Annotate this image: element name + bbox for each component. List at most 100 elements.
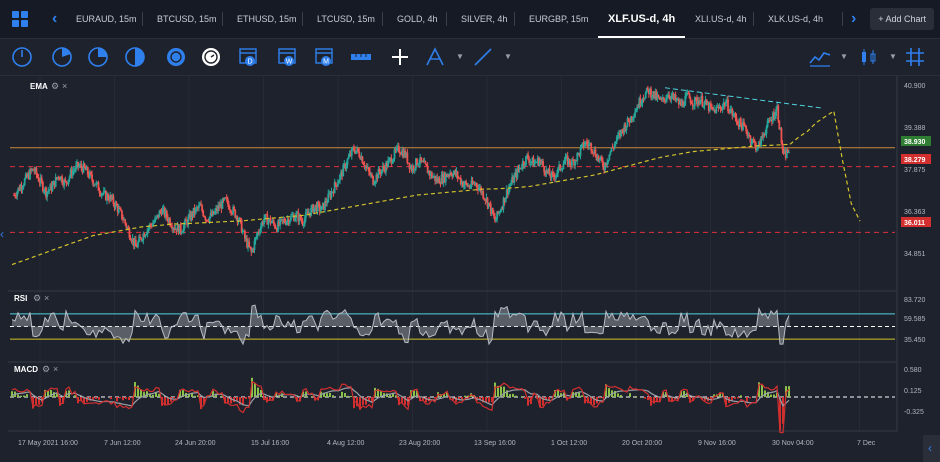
- candle-body: [543, 166, 546, 173]
- trend-line-dropdown-icon[interactable]: ▼: [504, 52, 512, 61]
- clock-daily-icon[interactable]: [200, 46, 222, 68]
- candle-body: [782, 149, 785, 154]
- add-chart-button[interactable]: + Add Chart: [870, 8, 934, 30]
- candle-body: [768, 120, 771, 122]
- candle-body: [644, 92, 647, 99]
- candle-body: [484, 199, 487, 201]
- candle-body: [370, 174, 372, 176]
- candle-body: [452, 173, 455, 177]
- pen-tool-icon[interactable]: [424, 46, 446, 68]
- candle-body: [425, 164, 428, 167]
- macd-tick: 0.125: [904, 388, 922, 395]
- tab-ethusd[interactable]: ETHUSD, 15m: [237, 14, 297, 24]
- chart-grid: [39, 76, 860, 431]
- tab-xlf-active[interactable]: XLF.US-d, 4h: [598, 0, 686, 38]
- clock-half-icon[interactable]: [87, 46, 109, 68]
- tabs-prev-arrow-icon[interactable]: ‹: [52, 10, 58, 27]
- candle-body: [520, 167, 523, 169]
- candle-body: [720, 108, 723, 110]
- calendar-week-icon[interactable]: W: [277, 46, 299, 68]
- candle-body: [750, 142, 753, 144]
- macd-histogram-bar: [263, 397, 265, 401]
- candle-body: [66, 182, 69, 184]
- candle-body: [606, 162, 609, 165]
- candle-body: [270, 222, 273, 224]
- candle-body: [394, 149, 397, 151]
- clock-full-icon[interactable]: [11, 46, 33, 68]
- candle-body: [578, 152, 581, 156]
- clock-hour-icon[interactable]: [165, 46, 187, 68]
- calendar-day-icon[interactable]: D: [238, 46, 260, 68]
- left-panel-expand-icon[interactable]: ‹: [0, 227, 4, 241]
- candle-body: [125, 223, 128, 228]
- candle-body: [762, 134, 765, 138]
- candle-body: [629, 116, 632, 123]
- macd-histogram-bar: [236, 397, 238, 401]
- macd-histogram-bar: [482, 397, 484, 403]
- macd-histogram-bar: [719, 392, 721, 397]
- expand-panel-button[interactable]: [923, 435, 940, 462]
- rsi-tick: 35.450: [904, 337, 926, 344]
- indicators-icon[interactable]: [858, 46, 880, 68]
- tab-xli[interactable]: XLI.US-d, 4h: [695, 14, 747, 24]
- tab-ltcusd[interactable]: LTCUSD, 15m: [317, 14, 375, 24]
- rsi-settings-icon[interactable]: ⚙: [33, 293, 41, 303]
- pen-tool-dropdown-icon[interactable]: ▼: [456, 52, 464, 61]
- candle-body: [659, 98, 662, 100]
- tabs-next-arrow-icon[interactable]: ›: [851, 10, 857, 27]
- grid-settings-icon[interactable]: [904, 46, 926, 68]
- candle-body: [356, 148, 359, 151]
- candle-body: [296, 212, 299, 214]
- candle-body: [598, 158, 601, 161]
- macd-histogram-bar: [614, 390, 616, 397]
- candle-body: [140, 237, 143, 241]
- candle-body: [48, 189, 51, 191]
- candle-body: [619, 133, 621, 136]
- tab-eurgbp[interactable]: EURGBP, 15m: [529, 14, 589, 24]
- macd-settings-icon[interactable]: ⚙: [42, 364, 50, 374]
- tab-silver[interactable]: SILVER, 4h: [461, 14, 508, 24]
- indicators-dropdown-icon[interactable]: ▼: [889, 52, 897, 61]
- candle-body: [387, 160, 390, 168]
- macd-histogram-bar: [377, 388, 379, 397]
- tab-btcusd[interactable]: BTCUSD, 15m: [157, 14, 217, 24]
- macd-histogram-bar: [590, 397, 592, 405]
- price-chart[interactable]: ‹ EMA ⚙ × RSI ⚙ × MACD ⚙ × 40.900 39.388…: [0, 76, 940, 462]
- candle-body: [389, 157, 392, 159]
- candle-body: [680, 101, 682, 106]
- time-tick: 24 Jun 20:00: [175, 440, 216, 447]
- candle-body: [618, 133, 620, 136]
- chart-type-dropdown-icon[interactable]: ▼: [840, 52, 848, 61]
- ema-close-icon[interactable]: ×: [62, 81, 67, 91]
- candle-body: [473, 183, 476, 185]
- expand-panel-arrow-icon[interactable]: ‹: [928, 441, 932, 455]
- tab-euraud[interactable]: EURAUD, 15m: [76, 14, 137, 24]
- candle-body: [28, 173, 30, 180]
- candle-body: [549, 175, 552, 179]
- tab-xlk[interactable]: XLK.US-d, 4h: [768, 14, 824, 24]
- clock-threequarter-icon[interactable]: [124, 46, 146, 68]
- layout-grid-icon[interactable]: [12, 11, 28, 27]
- candle-body: [75, 165, 77, 170]
- candle-body: [263, 218, 266, 224]
- crosshair-icon[interactable]: [389, 46, 411, 68]
- chart-type-icon[interactable]: [809, 46, 831, 68]
- candle-body: [493, 213, 495, 217]
- clock-quarter-icon[interactable]: [51, 46, 73, 68]
- tab-gold[interactable]: GOLD, 4h: [397, 14, 438, 24]
- candle-body: [686, 93, 689, 95]
- candle-body: [74, 169, 76, 171]
- macd-close-icon[interactable]: ×: [53, 364, 58, 374]
- macd-tick: -0.325: [904, 409, 924, 416]
- candle-body: [564, 155, 567, 162]
- candle-body: [155, 216, 158, 219]
- ema-settings-icon[interactable]: ⚙: [51, 81, 59, 91]
- candle-body: [545, 169, 548, 175]
- macd-histogram-bar: [197, 395, 199, 397]
- measure-ruler-icon[interactable]: [350, 46, 372, 68]
- rsi-close-icon[interactable]: ×: [44, 293, 49, 303]
- macd-histogram-bar: [380, 391, 382, 397]
- trend-line-icon[interactable]: [472, 46, 494, 68]
- calendar-month-icon[interactable]: M: [314, 46, 336, 68]
- candle-body: [256, 232, 259, 237]
